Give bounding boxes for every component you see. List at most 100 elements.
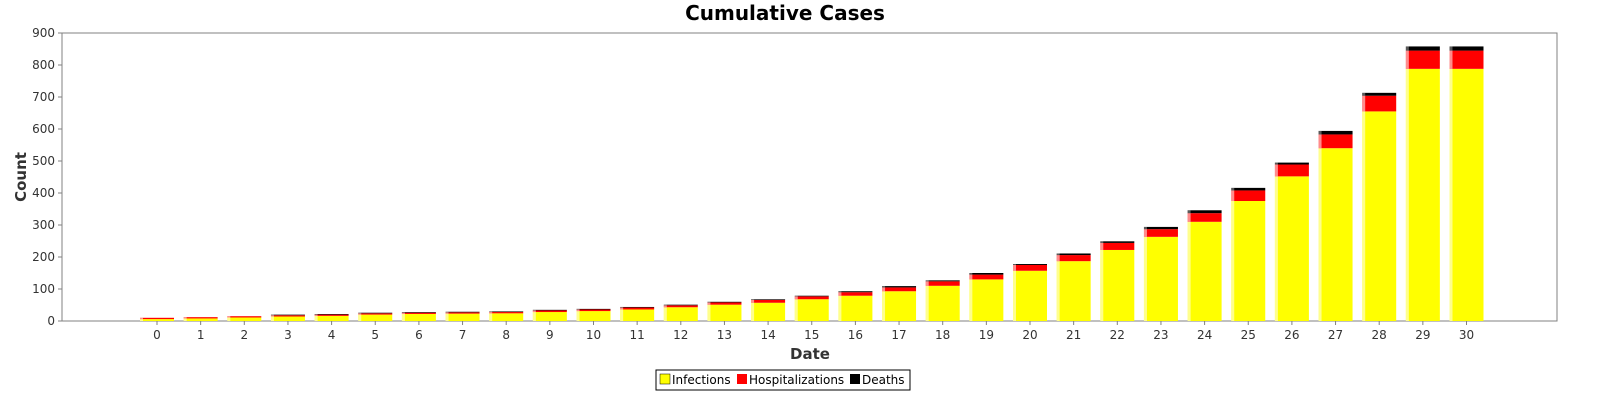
bar-hospitalizations (1449, 50, 1484, 69)
x-tick-label: 17 (891, 328, 906, 342)
bar-highlight-deaths (663, 304, 667, 306)
bar-highlight-deaths (794, 295, 798, 297)
bar-highlight-deaths (707, 301, 711, 303)
bar-highlight-deaths (925, 280, 929, 282)
bar-highlight-deaths (969, 273, 973, 275)
bar-infections (1405, 68, 1440, 321)
x-tick-label: 21 (1066, 328, 1081, 342)
legend-box (655, 369, 911, 391)
bar-deaths (1362, 92, 1397, 96)
bar-infections (140, 319, 174, 321)
bar-infections (1231, 201, 1266, 321)
bar-deaths (1274, 162, 1309, 165)
bar-highlight-deaths (620, 306, 624, 308)
bar-highlight-infections (1231, 201, 1235, 321)
legend-label-infections: Infections (672, 373, 731, 387)
bar-highlight-infections (1274, 176, 1278, 321)
x-tick-label: 15 (804, 328, 819, 342)
bar-highlight-hospitalizations (270, 315, 274, 317)
bar-highlight-infections (576, 311, 580, 321)
bar-hospitalizations (1362, 95, 1397, 112)
bar-highlight-deaths (1449, 46, 1453, 51)
x-tick-label: 6 (415, 328, 423, 342)
y-tick-label: 600 (32, 122, 55, 136)
bar-highlight-infections (794, 299, 798, 321)
legend-label-deaths: Deaths (862, 373, 905, 387)
x-tick-label: 19 (979, 328, 994, 342)
bar-highlight-infections (751, 302, 755, 321)
bar-deaths (1143, 226, 1178, 230)
bar-hospitalizations (1318, 134, 1353, 149)
bar-infections (1362, 111, 1397, 322)
bar-infections (1449, 68, 1484, 321)
bar-highlight-deaths (882, 286, 886, 288)
bar-deaths (576, 308, 611, 310)
legend-label-hospitalizations: Hospitalizations (749, 373, 844, 387)
x-tick-label: 5 (371, 328, 379, 342)
bar-hospitalizations (314, 314, 349, 316)
x-tick-label: 20 (1022, 328, 1037, 342)
bar-highlight-deaths (1362, 92, 1366, 96)
bar-highlight-infections (1318, 148, 1322, 321)
bar-hospitalizations (532, 310, 567, 313)
x-tick-label: 3 (284, 328, 292, 342)
bar-infections (1318, 148, 1353, 321)
bar-deaths (1100, 241, 1135, 243)
bar-infections (1056, 261, 1091, 321)
bar-highlight-deaths (1318, 130, 1322, 135)
bar-deaths (620, 306, 655, 308)
bar-highlight-hospitalizations (1274, 164, 1278, 177)
bar-highlight-infections (1056, 261, 1060, 321)
bar-highlight-hospitalizations (707, 302, 711, 305)
bars-group (140, 46, 1484, 322)
x-tick-label: 12 (673, 328, 688, 342)
y-tick-label: 200 (32, 250, 55, 264)
legend-swatch-deaths (850, 374, 860, 384)
bar-highlight-hospitalizations (227, 316, 231, 318)
bar-highlight-deaths (751, 299, 755, 300)
x-axis: 0 1 2 3 4 5 6 7 8 9 10 11 12 13 14 15 16 17 18 19 20 21 22 23 24… (153, 321, 1474, 342)
bar-highlight-infections (707, 304, 711, 321)
bar-highlight-hospitalizations (1143, 229, 1147, 237)
bar-highlight-infections (401, 313, 405, 321)
bar-hospitalizations (751, 299, 786, 303)
bar-infections (707, 304, 742, 321)
legend-swatch-infections (659, 373, 671, 385)
bar-deaths (270, 314, 305, 316)
bar-infections (183, 318, 218, 321)
bar-deaths (532, 309, 567, 311)
bar-highlight-hospitalizations (663, 305, 667, 308)
bar-highlight-hospitalizations (1100, 242, 1104, 250)
bar-highlight-deaths (576, 308, 580, 310)
bar-deaths (1013, 264, 1047, 265)
y-axis: 0 100 200 300 400 500 600 700 800 900 (32, 26, 62, 328)
bar-infections (751, 302, 786, 321)
bar-highlight-deaths (314, 314, 318, 315)
bar-hospitalizations (663, 305, 698, 308)
bar-highlight-deaths (489, 311, 493, 313)
x-tick-label: 7 (459, 328, 467, 342)
bar-highlight-infections (1362, 111, 1366, 322)
x-axis-title: Date (790, 345, 830, 363)
bar-deaths (794, 295, 829, 297)
bar-highlight-hospitalizations (445, 312, 449, 314)
bar-hospitalizations (576, 309, 611, 312)
x-tick-label: 2 (240, 328, 248, 342)
bar-hospitalizations (270, 315, 305, 317)
bar-infections (270, 316, 305, 321)
bar-deaths (1405, 46, 1440, 51)
bar-deaths (445, 311, 480, 313)
x-tick-label: 25 (1241, 328, 1256, 342)
bar-hospitalizations (707, 302, 742, 305)
bar-infections (620, 309, 655, 321)
bar-hospitalizations (183, 317, 218, 319)
y-tick-label: 0 (47, 314, 55, 328)
bar-infections (401, 313, 436, 321)
bar-infections (794, 299, 829, 321)
x-tick-label: 23 (1153, 328, 1168, 342)
bar-infections (882, 291, 917, 321)
bar-infections (838, 295, 873, 321)
y-tick-label: 500 (32, 154, 55, 168)
bar-deaths (925, 280, 960, 282)
bar-highlight-infections (1100, 249, 1104, 321)
